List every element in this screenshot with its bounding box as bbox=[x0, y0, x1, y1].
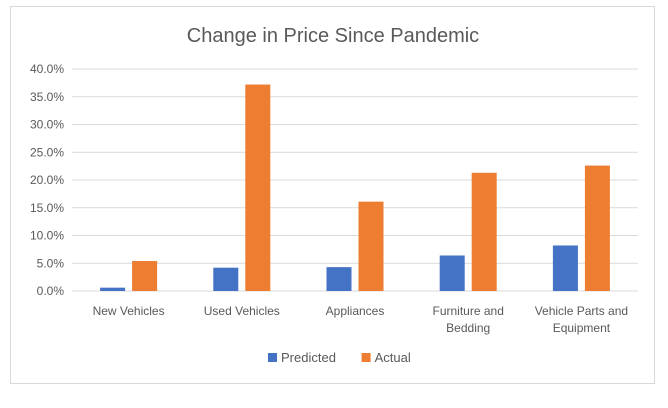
x-tick-label: Appliances bbox=[326, 304, 385, 318]
y-tick-label: 35.0% bbox=[30, 90, 64, 104]
x-tick-label: Furniture and Bedding bbox=[433, 304, 504, 335]
bar-predicted bbox=[552, 245, 578, 291]
bar-actual bbox=[245, 84, 271, 291]
y-tick-label: 30.0% bbox=[30, 118, 64, 132]
gridlines bbox=[72, 68, 638, 292]
y-tick-label: 10.0% bbox=[30, 229, 64, 243]
bar-actual bbox=[471, 172, 497, 291]
y-tick-label: 20.0% bbox=[30, 173, 64, 187]
y-tick-label: 15.0% bbox=[30, 201, 64, 215]
y-tick-label: 5.0% bbox=[37, 256, 65, 270]
bar-actual bbox=[358, 201, 384, 291]
x-tick-label: New Vehicles bbox=[93, 304, 165, 318]
bar-predicted bbox=[213, 267, 239, 291]
bar-actual bbox=[584, 165, 610, 291]
chart-title: Change in Price Since Pandemic bbox=[187, 25, 479, 47]
bar-predicted bbox=[326, 267, 352, 291]
y-tick-label: 40.0% bbox=[30, 62, 64, 76]
legend-swatch-predicted bbox=[268, 353, 277, 362]
bar-predicted bbox=[100, 287, 126, 291]
bar-predicted bbox=[439, 255, 465, 291]
bar-actual bbox=[132, 261, 158, 291]
x-axis-tick-labels: New Vehicles Used Vehicles Appliances Furni… bbox=[93, 304, 629, 335]
y-axis-tick-labels: 0.0% 5.0% 10.0% 15.0% 20.0% 25.0% 30.0% 35.0% 40… bbox=[30, 62, 64, 298]
legend-label: Predicted bbox=[281, 350, 336, 365]
x-tick-label: Vehicle Parts and Equipment bbox=[535, 304, 628, 335]
y-tick-label: 0.0% bbox=[37, 284, 65, 298]
legend-label: Actual bbox=[375, 350, 411, 365]
x-tick-label: Used Vehicles bbox=[204, 304, 280, 318]
legend: Predicted Actual bbox=[268, 350, 411, 365]
bars bbox=[100, 84, 610, 291]
legend-swatch-actual bbox=[361, 353, 371, 362]
y-tick-label: 25.0% bbox=[30, 145, 64, 159]
